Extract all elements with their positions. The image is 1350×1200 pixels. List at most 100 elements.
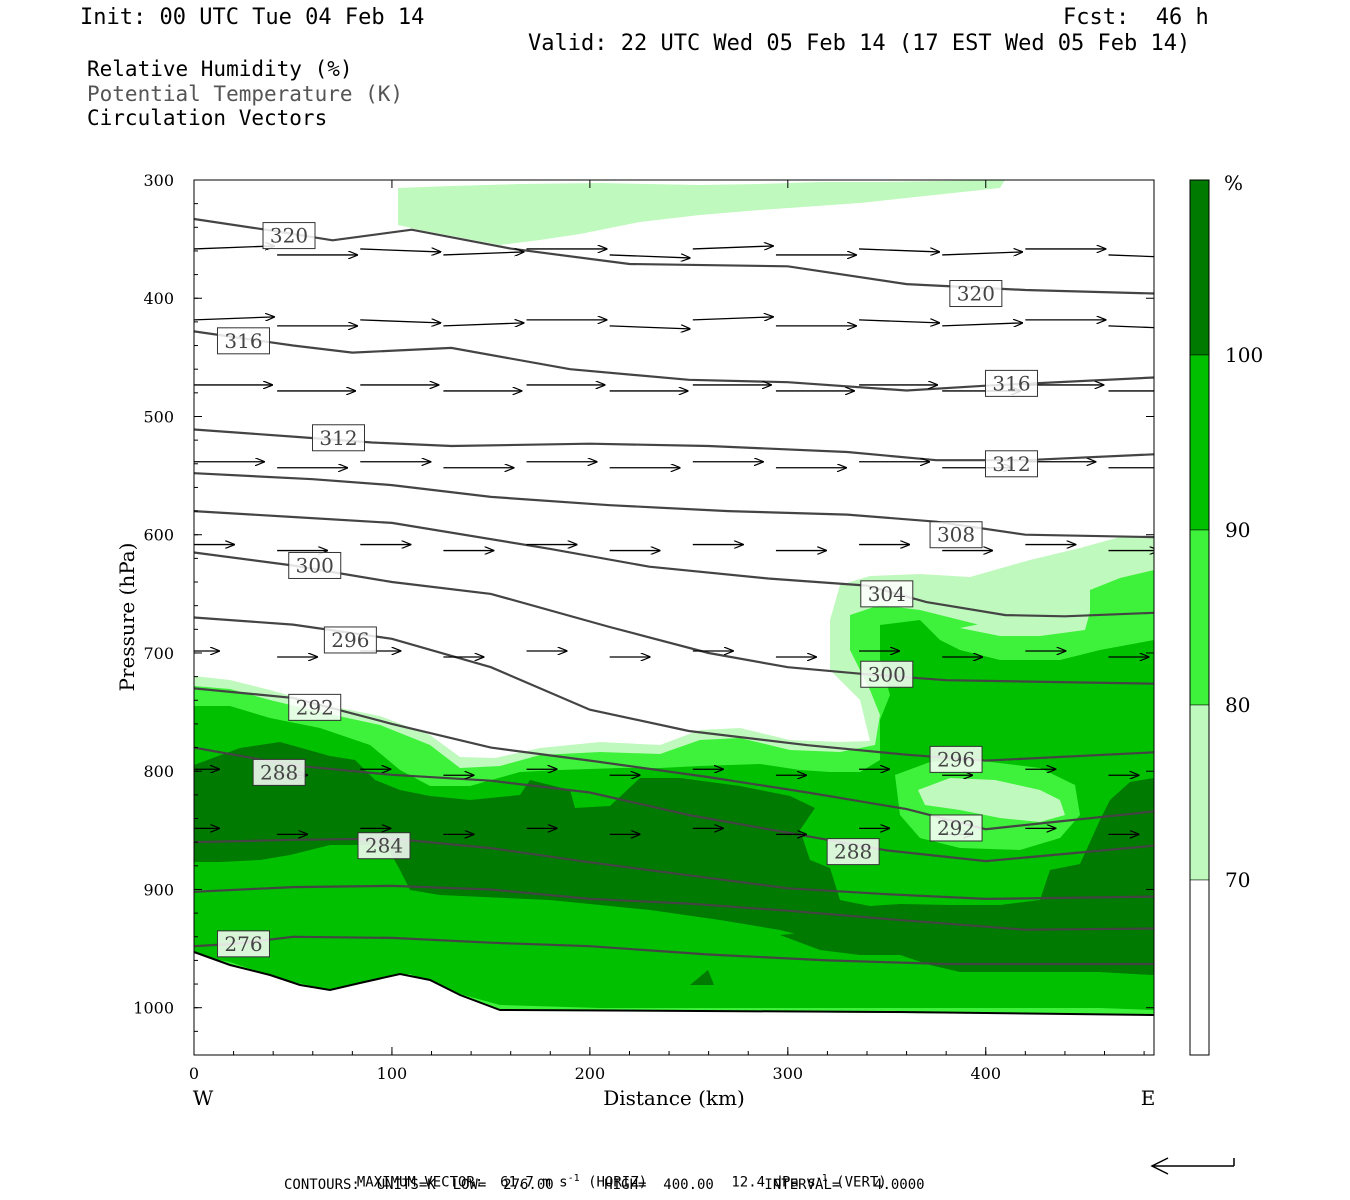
circulation-vector — [692, 317, 773, 320]
theta-label: 288 — [252, 758, 306, 786]
circulation-vector — [942, 252, 1022, 255]
max-vector-text: MAXIMUM VECTOR: 61.7 m s-1 (HORIZ) 12.4 … — [356, 1173, 887, 1191]
theta-label: 284 — [357, 832, 411, 860]
y-tick-label: 700 — [143, 644, 174, 663]
svg-text:320: 320 — [957, 282, 995, 306]
colorbar-segment — [1189, 179, 1210, 356]
theta-label: 320 — [949, 280, 1003, 308]
colorbar-label: 100 — [1225, 343, 1263, 367]
plot-frame — [193, 179, 1155, 1056]
circulation-vector — [942, 323, 1022, 326]
field-rh-label: Relative Humidity (%) — [87, 57, 353, 81]
svg-text:288: 288 — [834, 840, 872, 864]
svg-text:296: 296 — [331, 628, 369, 652]
svg-text:292: 292 — [937, 816, 975, 840]
theta-label: 300 — [860, 660, 914, 688]
circulation-vector — [859, 320, 939, 323]
theta-label: 304 — [860, 580, 914, 608]
circulation-vector — [443, 252, 523, 255]
theta-contour — [194, 884, 1154, 931]
x-axis-title: Distance (km) — [603, 1086, 745, 1110]
circulation-vector — [859, 249, 939, 252]
theta-label: 288 — [826, 838, 880, 866]
reference-vector-icon — [1150, 1157, 1235, 1175]
theta-label: 296 — [323, 626, 377, 654]
contours-text: CONTOURS: UNITS=K LOW= 276.00 HIGH= 400.… — [284, 1177, 925, 1193]
x-tick-label: 300 — [773, 1064, 804, 1083]
svg-text:300: 300 — [868, 662, 906, 686]
field-theta-label: Potential Temperature (K) — [87, 82, 404, 106]
circulation-vector — [692, 246, 773, 249]
circulation-vector — [194, 246, 274, 249]
field-vectors-label: Circulation Vectors — [87, 106, 328, 130]
theta-contour — [194, 746, 1154, 863]
circulation-vector — [1108, 325, 1154, 329]
rh-100-region — [194, 742, 1154, 975]
axes: 300 400 500 600 700 800 900 1000 0 100 200 300 400 — [133, 171, 1154, 1083]
theta-label: 316 — [984, 369, 1038, 397]
terrain-outline — [193, 951, 1155, 1016]
theta-label: 276 — [216, 930, 270, 958]
svg-text:308: 308 — [937, 523, 975, 547]
svg-text:320: 320 — [270, 224, 308, 248]
svg-text:316: 316 — [992, 371, 1030, 395]
theta-contour — [194, 472, 1154, 539]
x-tick-label: 200 — [575, 1064, 606, 1083]
colorbar-segment — [1189, 529, 1210, 706]
init-time: Init: 00 UTC Tue 04 Feb 14 — [80, 5, 425, 30]
west-label: W — [193, 1086, 214, 1110]
rh-70-80-region — [398, 180, 1005, 245]
circulation-vector — [360, 249, 440, 252]
theta-label: 312 — [984, 450, 1038, 478]
theta-label: 316 — [216, 327, 270, 355]
svg-text:304: 304 — [868, 582, 906, 606]
x-tick-label: 100 — [377, 1064, 408, 1083]
y-tick-label: 500 — [143, 407, 174, 426]
svg-text:284: 284 — [365, 834, 403, 858]
colorbar-label: 90 — [1225, 518, 1250, 542]
x-tick-label: 0 — [189, 1064, 199, 1083]
circulation-vectors — [194, 246, 1154, 834]
colorbar-unit: % — [1224, 171, 1243, 195]
theta-labels: 320 320 316 316 312 312 308 304 300 300 296 296 292 2… — [216, 222, 1038, 958]
y-tick-label: 1000 — [133, 999, 174, 1018]
colorbar: 100 90 80 70% — [1189, 171, 1263, 1056]
theta-label: 292 — [288, 693, 342, 721]
theta-contour — [194, 510, 1154, 618]
colorbar-segment — [1189, 879, 1210, 1056]
rh-shading — [194, 180, 1154, 1055]
circulation-vector — [609, 326, 690, 329]
svg-text:312: 312 — [319, 426, 357, 450]
svg-text:312: 312 — [992, 452, 1030, 476]
east-label: E — [1141, 1086, 1156, 1110]
circulation-vector — [609, 255, 690, 258]
colorbar-segment — [1189, 354, 1210, 531]
y-axis-title: Pressure (hPa) — [115, 543, 139, 692]
theta-contour — [194, 217, 1154, 295]
colorbar-frame — [1189, 179, 1210, 1056]
y-tick-label: 900 — [143, 880, 174, 899]
y-tick-label: 800 — [143, 762, 174, 781]
svg-text:288: 288 — [260, 760, 298, 784]
circulation-vector — [443, 323, 523, 326]
valid-time: Valid: 22 UTC Wed 05 Feb 14 (17 EST Wed … — [528, 31, 1191, 56]
colorbar-label: 70 — [1225, 868, 1250, 892]
colorbar-label: 80 — [1225, 693, 1250, 717]
rh-70-80-region — [918, 778, 1065, 822]
theta-label: 320 — [262, 222, 316, 250]
theta-contour — [194, 330, 1154, 392]
theta-label: 308 — [929, 521, 983, 549]
theta-contour — [194, 837, 1154, 901]
colorbar-segment — [1189, 704, 1210, 881]
rh-70-80-region — [960, 612, 1090, 636]
circulation-vector — [194, 317, 274, 320]
y-tick-label: 400 — [143, 289, 174, 308]
theta-label: 312 — [311, 424, 365, 452]
svg-text:292: 292 — [296, 695, 334, 719]
circulation-vector — [360, 320, 440, 323]
svg-text:276: 276 — [224, 932, 262, 956]
circulation-vector — [1108, 254, 1154, 258]
svg-text:300: 300 — [296, 553, 334, 577]
theta-label: 296 — [929, 745, 983, 773]
